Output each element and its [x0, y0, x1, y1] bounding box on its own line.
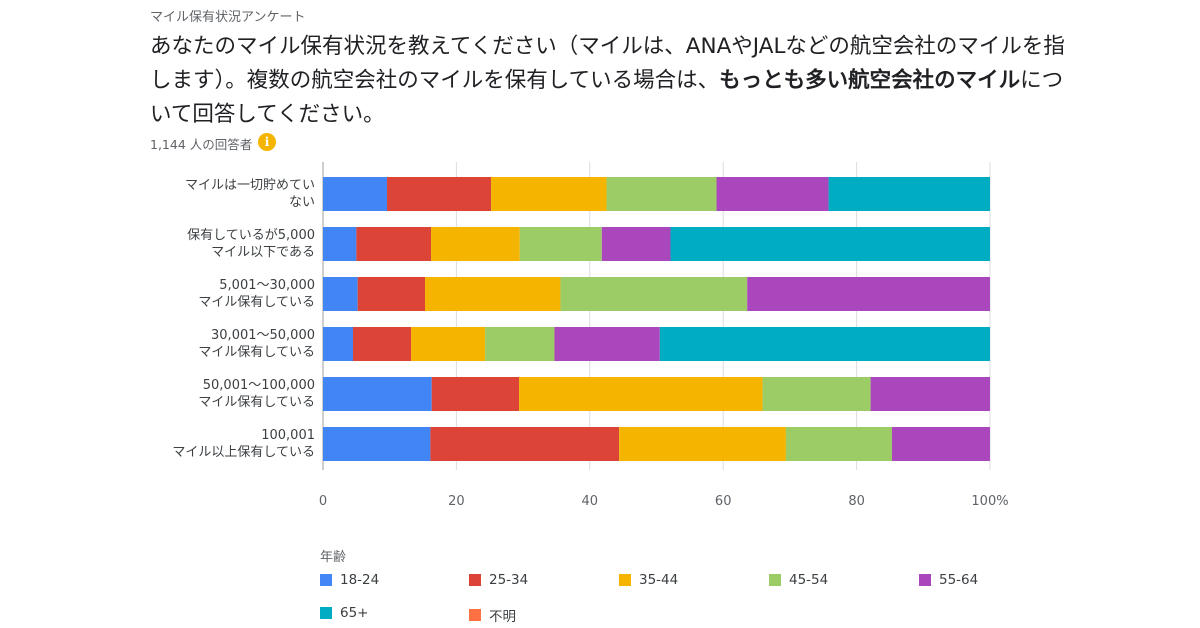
respondent-count: 1,144 人の回答者: [150, 137, 253, 152]
bar-segment: [430, 427, 620, 461]
category-label: 30,001〜50,000: [211, 328, 315, 343]
bar-segment: [659, 327, 990, 361]
bar-segment: [560, 277, 748, 311]
legend-item[interactable]: 35-44: [619, 572, 678, 588]
bar-segment: [747, 277, 990, 311]
category-label: 5,001〜30,000: [219, 278, 315, 293]
bar-segment: [387, 177, 492, 211]
x-tick-label: 0: [319, 494, 327, 509]
bar-segment: [356, 227, 432, 261]
bar-segment: [619, 427, 786, 461]
question-text-part1: あなたのマイル保有状況を教えてください（マイルは、ANAやJALなどの航空会社の…: [150, 34, 1065, 93]
category-label: 100,001: [261, 428, 315, 443]
bar-segment: [519, 377, 763, 411]
survey-name: マイル保有状況アンケート: [150, 10, 306, 25]
info-icon[interactable]: i: [258, 133, 276, 151]
x-tick-label: 20: [448, 494, 465, 509]
question-text: あなたのマイル保有状況を教えてください（マイルは、ANAやJALなどの航空会社の…: [150, 30, 1070, 132]
legend-label: 45-54: [789, 572, 829, 588]
bar-segment: [519, 227, 602, 261]
legend-item[interactable]: 65+: [320, 605, 369, 621]
bar-segment: [491, 177, 607, 211]
legend-swatch: [619, 574, 631, 586]
category-label: マイル保有している: [198, 295, 315, 310]
legend-title: 年齢: [320, 550, 347, 565]
bar-segment: [323, 177, 388, 211]
bar-segment: [670, 227, 990, 261]
legend-swatch: [469, 574, 481, 586]
bar-segment: [323, 327, 354, 361]
legend-swatch: [769, 574, 781, 586]
bar-segment: [828, 177, 990, 211]
bar-segment: [785, 427, 892, 461]
category-label: マイルは一切貯めてい: [185, 178, 315, 193]
category-label: マイル保有している: [198, 345, 315, 360]
category-label: ない: [289, 195, 315, 210]
legend-item[interactable]: 不明: [469, 605, 516, 625]
category-label: マイル以上保有している: [172, 445, 315, 460]
bar-segment: [554, 327, 660, 361]
legend-swatch: [469, 609, 481, 621]
legend-swatch: [320, 607, 332, 619]
bar-segment: [716, 177, 829, 211]
bar-segment: [323, 227, 357, 261]
legend-label: 18-24: [340, 572, 380, 588]
legend-label: 25-34: [489, 572, 529, 588]
legend-swatch: [320, 574, 332, 586]
question-text-bold: もっとも多い航空会社のマイル: [719, 68, 1021, 93]
category-label: 50,001〜100,000: [203, 378, 315, 393]
x-tick-label: 40: [582, 494, 599, 509]
question-text-part2: について回答してください。: [150, 68, 1064, 127]
legend-label: 不明: [489, 609, 516, 625]
category-label: マイル以下である: [211, 245, 315, 260]
x-tick-label: 60: [715, 494, 732, 509]
bar-segment: [323, 377, 432, 411]
bar-segment: [485, 327, 555, 361]
bar-segment: [353, 327, 412, 361]
bar-segment: [431, 377, 520, 411]
bar-segment: [891, 427, 990, 461]
bar-segment: [323, 427, 431, 461]
legend-item[interactable]: 18-24: [320, 572, 379, 588]
bar-segment: [411, 327, 486, 361]
legend-item[interactable]: 25-34: [469, 572, 528, 588]
legend-label: 55-64: [939, 572, 979, 588]
bar-segment: [601, 227, 671, 261]
legend-label: 65+: [340, 605, 369, 621]
bar-segment: [606, 177, 717, 211]
legend-item[interactable]: 55-64: [919, 572, 978, 588]
bar-segment: [357, 277, 426, 311]
category-label: マイル保有している: [198, 395, 315, 410]
legend-swatch: [919, 574, 931, 586]
x-tick-label: 80: [848, 494, 865, 509]
category-label: 保有しているが5,000: [187, 228, 315, 243]
legend-label: 35-44: [639, 572, 679, 588]
bar-segment: [431, 227, 520, 261]
bar-segment: [425, 277, 561, 311]
bar-segment: [870, 377, 990, 411]
legend-item[interactable]: 45-54: [769, 572, 828, 588]
bar-segment: [762, 377, 871, 411]
x-tick-label: 100%: [971, 494, 1008, 509]
bar-segment: [323, 277, 358, 311]
